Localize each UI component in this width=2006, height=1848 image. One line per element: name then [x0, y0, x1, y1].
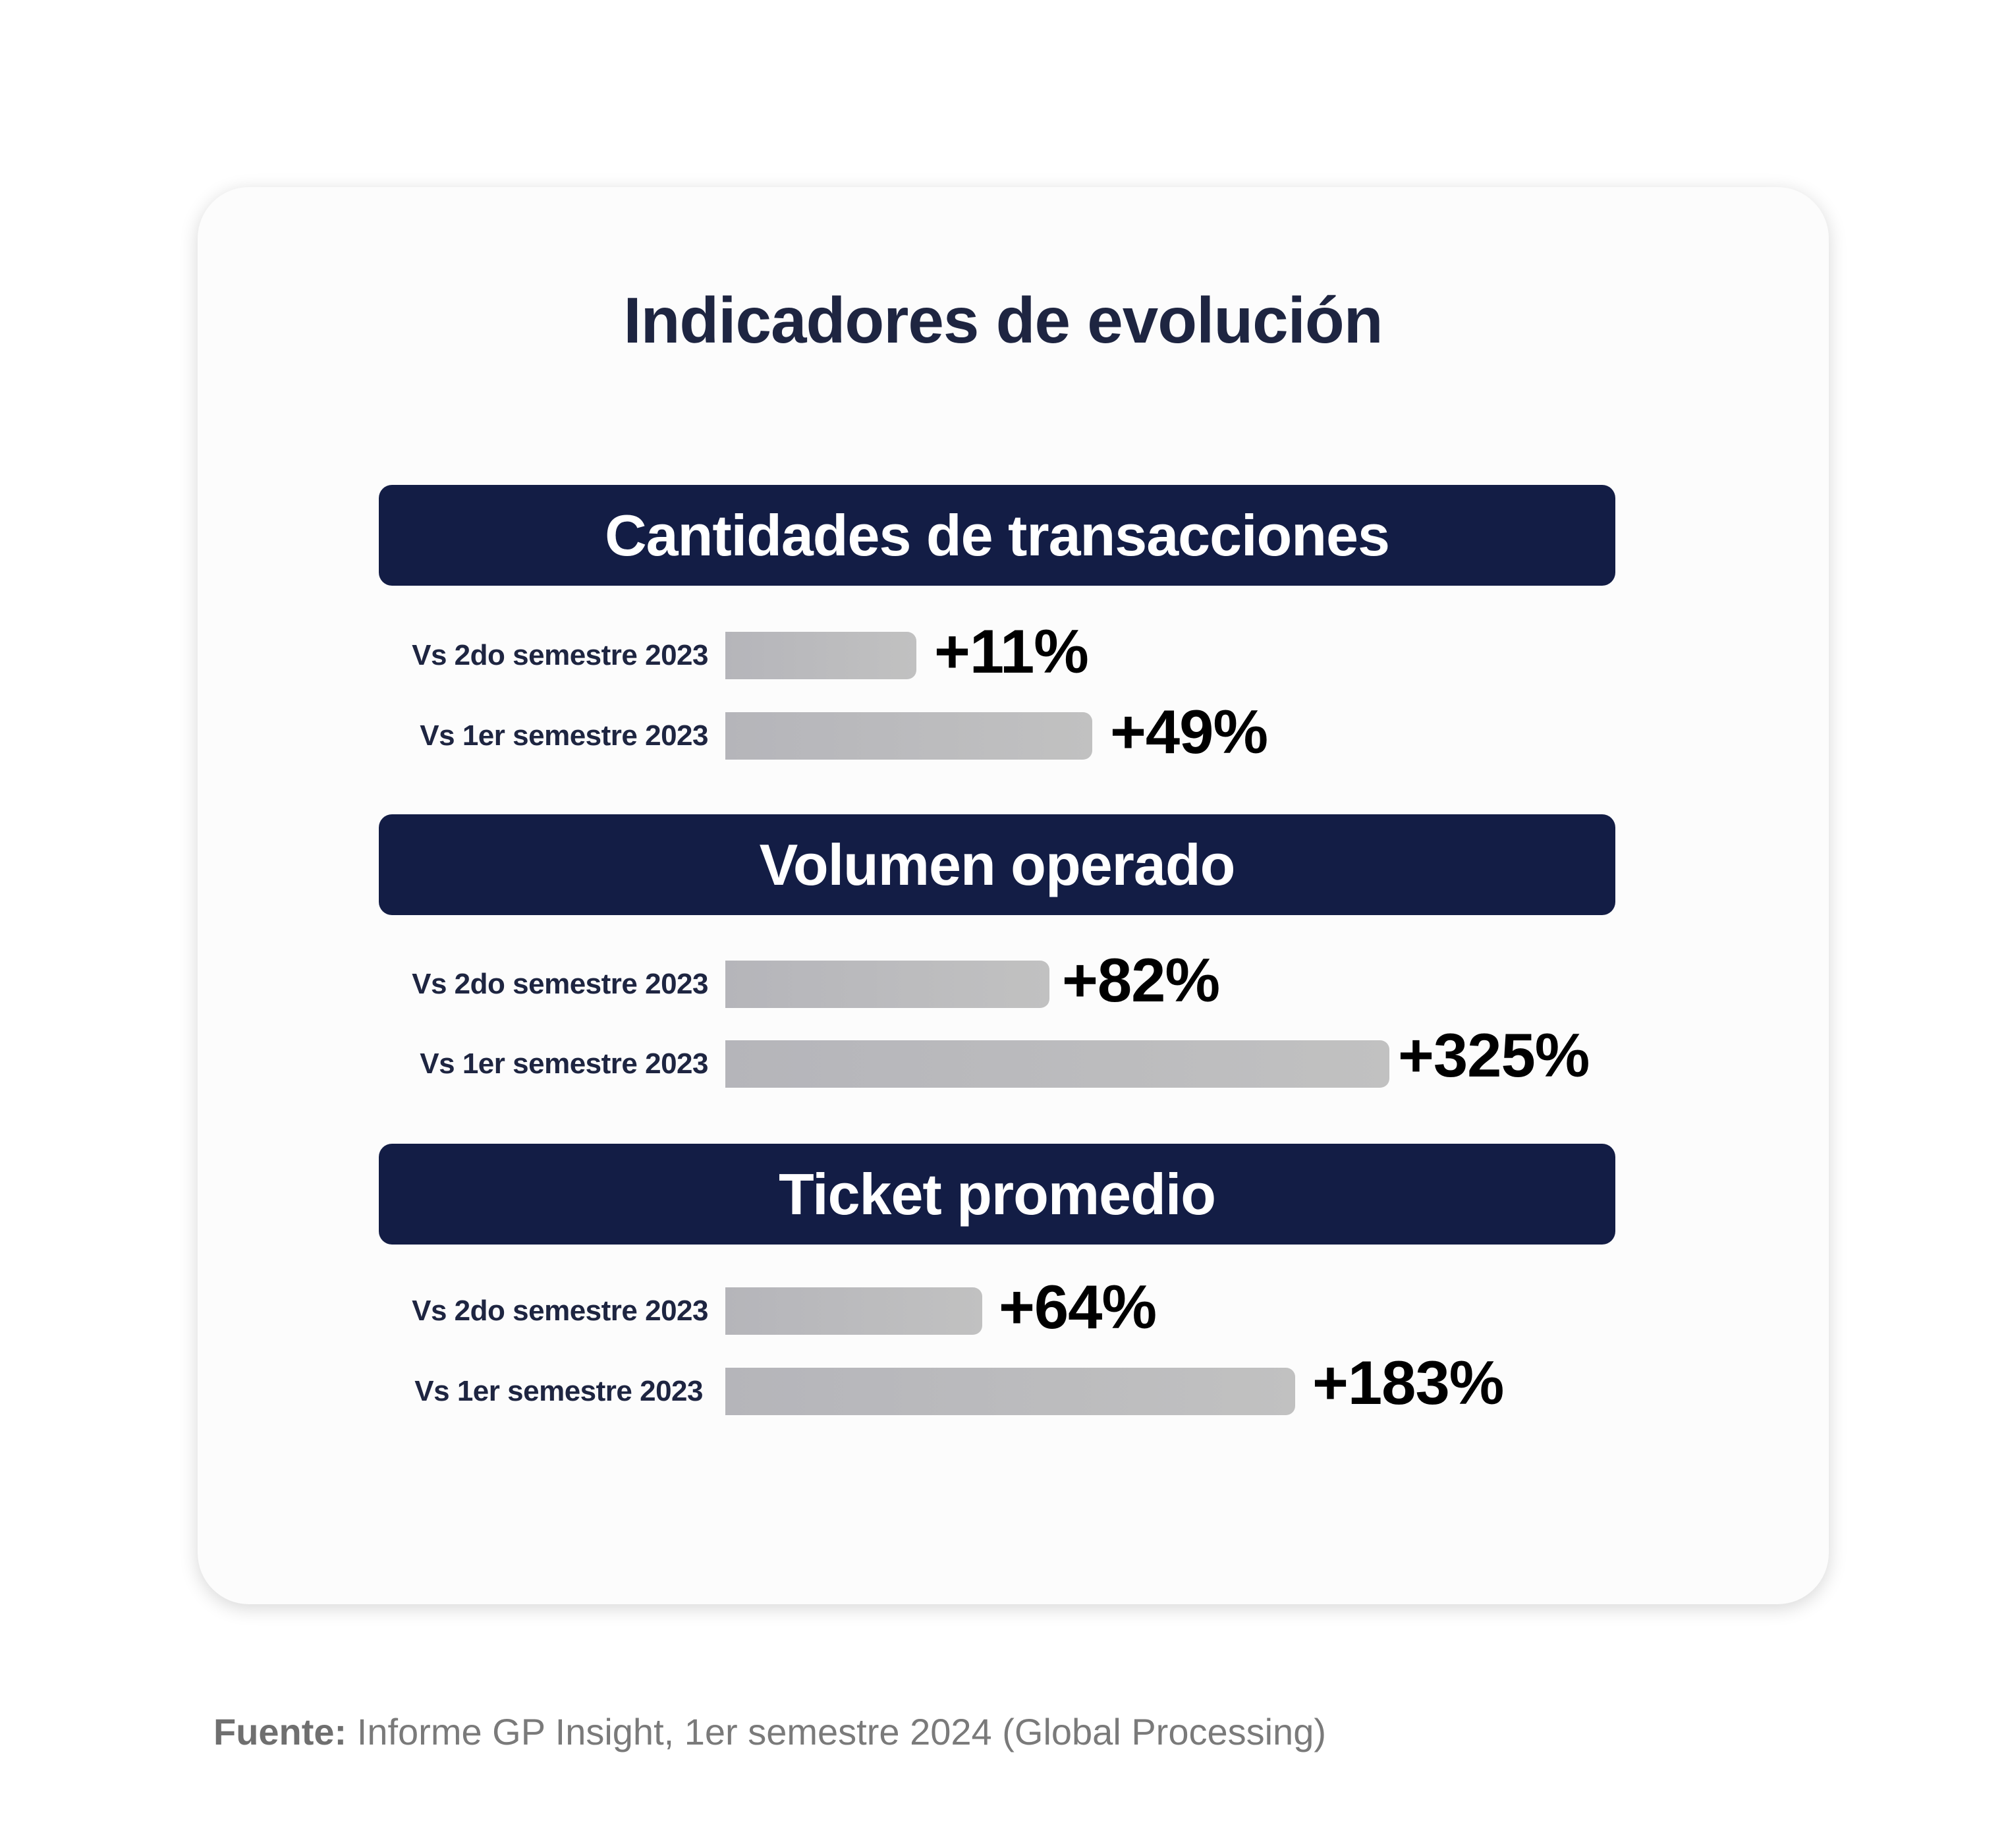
category-label: Vs 1er semestre 2023 — [420, 1048, 708, 1080]
category-label: Vs 1er semestre 2023 — [420, 719, 708, 752]
category-label: Vs 2do semestre 2023 — [412, 968, 708, 1000]
category-label: Vs 2do semestre 2023 — [412, 639, 708, 671]
data-label: +82% — [1062, 945, 1220, 1015]
bar-transacciones-1er — [725, 712, 1092, 760]
data-label: +64% — [999, 1272, 1157, 1341]
data-label: +11% — [934, 617, 1089, 686]
data-label: +183% — [1312, 1348, 1504, 1417]
data-label: +49% — [1110, 697, 1268, 766]
group-header-transacciones: Cantidades de transacciones — [379, 485, 1615, 586]
data-label: +325% — [1398, 1021, 1590, 1090]
bar-transacciones-2do — [725, 632, 916, 679]
bar-ticket-1er — [725, 1368, 1295, 1415]
bar-volumen-1er — [725, 1040, 1389, 1088]
group-header-volumen: Volumen operado — [379, 814, 1615, 915]
chart-title: Indicadores de evolución — [623, 284, 1383, 356]
category-label: Vs 1er semestre 2023 — [414, 1375, 703, 1407]
bar-ticket-2do — [725, 1287, 982, 1335]
bar-volumen-2do — [725, 961, 1049, 1008]
source-text: Informe GP Insight, 1er semestre 2024 (G… — [347, 1711, 1326, 1752]
source-label: Fuente: — [213, 1711, 347, 1752]
group-header-ticket: Ticket promedio — [379, 1144, 1615, 1245]
category-label: Vs 2do semestre 2023 — [412, 1295, 708, 1327]
source-note: Fuente: Informe GP Insight, 1er semestre… — [213, 1710, 1326, 1753]
